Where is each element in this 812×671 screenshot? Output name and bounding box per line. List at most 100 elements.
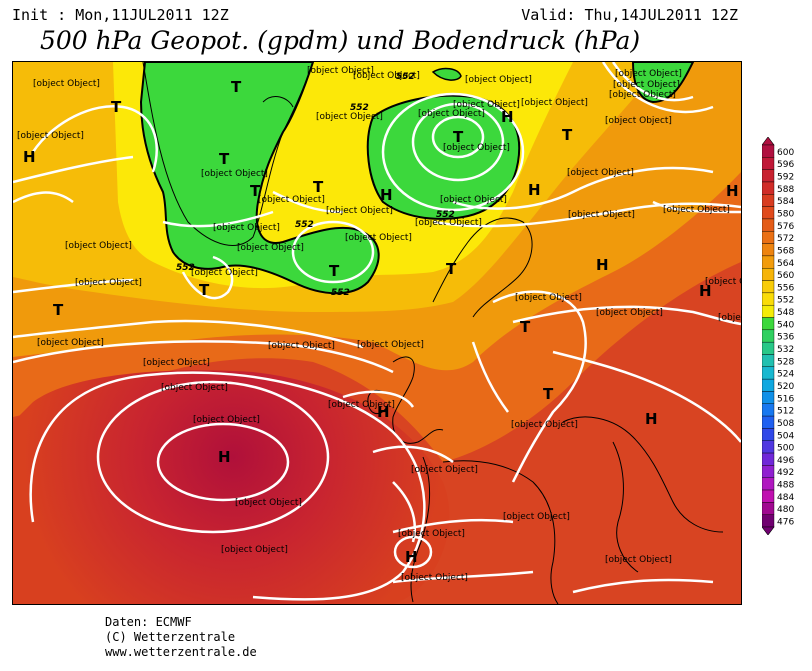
scale-swatch: [762, 243, 775, 257]
pressure-center: H: [528, 181, 541, 199]
scale-swatch: [762, 292, 775, 306]
scale-bottom-cap: [762, 526, 775, 535]
scale-swatch: [762, 378, 775, 392]
scale-label: 504: [777, 431, 794, 441]
scale-label: 492: [777, 468, 794, 478]
footer: Daten: ECMWF (C) Wetterzentrale www.wett…: [105, 615, 257, 660]
isobar-label: [object Object]: [353, 71, 420, 81]
scale-label: 588: [777, 185, 794, 195]
isobar-label: [object Object]: [193, 415, 260, 425]
scale-swatch: [762, 440, 775, 454]
pressure-center: T: [219, 150, 230, 168]
isobar-label: [object Object]: [143, 358, 210, 368]
scale-swatch: [762, 391, 775, 404]
isobar-label: [object Object]: [503, 512, 570, 522]
isobar-label: [object Object]: [605, 116, 672, 126]
scale-label: 540: [777, 320, 794, 330]
website: www.wetterzentrale.de: [105, 645, 257, 659]
chart-title: 500 hPa Geopot. (gpdm) und Bodendruck (h…: [40, 26, 641, 55]
copyright: (C) Wetterzentrale: [105, 630, 236, 644]
scale-swatch: [762, 218, 775, 232]
pressure-center: T: [520, 318, 531, 336]
scale-swatch: [762, 317, 775, 331]
isobar-label: [object Object]: [615, 69, 682, 79]
isobar-label: [object Object]: [191, 268, 258, 278]
scale-swatch: [762, 341, 775, 355]
pressure-center: H: [405, 548, 418, 566]
contour-label: 552: [331, 288, 350, 298]
pressure-center: T: [111, 98, 122, 116]
scale-label: 488: [777, 481, 794, 491]
isobar-label: [object Object]: [33, 79, 100, 89]
scale-label: 548: [777, 308, 794, 318]
scale-swatch: [762, 157, 775, 170]
isobar-label: [object Object]: [213, 223, 280, 233]
scale-label: 576: [777, 222, 794, 232]
scale-swatch: [762, 354, 775, 368]
fill-green-small-low: [431, 67, 462, 81]
valid-time: Valid: Thu,14JUL2011 12Z: [521, 6, 738, 24]
pressure-center: T: [53, 301, 64, 319]
isobar-label: [object Object]: [511, 420, 578, 430]
scale-swatch: [762, 428, 775, 441]
isobar-label: [object Object]: [401, 573, 468, 583]
scale-swatch: [762, 489, 775, 503]
isobar-label: [object Object]: [268, 341, 335, 351]
isobar-label: [object Object]: [307, 66, 374, 76]
isobar-label: [object Object]: [521, 98, 588, 108]
isobar-label: [object Object]: [609, 90, 676, 100]
scale-label: 524: [777, 370, 794, 380]
scale-label: 592: [777, 173, 794, 183]
isobar-label: [object Object]: [605, 555, 672, 565]
pressure-center: T: [543, 385, 554, 403]
coastlines: [142, 62, 724, 604]
scale-label: 568: [777, 246, 794, 256]
isobar-label: [object Object]: [663, 205, 730, 215]
scale-label: 512: [777, 407, 794, 417]
pressure-center: T: [231, 78, 242, 96]
isobars: [13, 62, 741, 601]
scale-label: 496: [777, 456, 794, 466]
isobar-label: [object Object]: [453, 100, 520, 110]
scale-swatch: [762, 502, 775, 515]
isobar-label: [object Object]: [258, 195, 325, 205]
pressure-center: H: [23, 148, 36, 166]
isobar-label: [object Object]: [17, 131, 84, 141]
pressure-center: T: [313, 178, 324, 196]
isobar-label: [object Object]: [326, 206, 393, 216]
isobar-label: [object Object]: [440, 195, 507, 205]
pressure-label-group: [object Object] [object Object] [object …: [17, 66, 741, 583]
data-source: Daten: ECMWF: [105, 615, 192, 629]
isobar-label: [object Object]: [357, 340, 424, 350]
scale-label: 476: [777, 518, 794, 528]
isobar-label: [object Object]: [75, 278, 142, 288]
isobar-label: [object Object]: [221, 545, 288, 555]
isobar-label: [object Object]: [443, 143, 510, 153]
fill-high-core: [13, 370, 450, 604]
scale-swatch: [762, 514, 775, 528]
isobar-label: [object Object]: [718, 313, 741, 323]
contour-label: 552: [436, 210, 455, 220]
isobar-label: [object Object]: [465, 75, 532, 85]
isobar-label: [object Object]: [596, 308, 663, 318]
contour-label-group: 552 552 552 552 552 552: [176, 72, 455, 298]
isobar-label: [object Object]: [568, 210, 635, 220]
isobar-label: [object Object]: [613, 80, 680, 90]
isobar-label: [object Object]: [418, 109, 485, 119]
isobar-label: [object Object]: [316, 112, 383, 122]
pressure-center: H: [645, 410, 658, 428]
scale-label: 564: [777, 259, 794, 269]
isobar-label: [object Object]: [705, 277, 741, 287]
scale-label: 556: [777, 283, 794, 293]
contour-label: 552: [396, 72, 415, 82]
scale-label: 572: [777, 234, 794, 244]
pressure-center: T: [453, 128, 464, 146]
isobar-label: [object Object]: [37, 338, 104, 348]
scale-label: 584: [777, 197, 794, 207]
isobar-label: [object Object]: [415, 218, 482, 228]
isobar-label: [object Object]: [515, 293, 582, 303]
scale-swatch: [762, 329, 775, 343]
pressure-center: H: [501, 108, 514, 126]
scale-label: 596: [777, 160, 794, 170]
pressure-center: T: [329, 262, 340, 280]
